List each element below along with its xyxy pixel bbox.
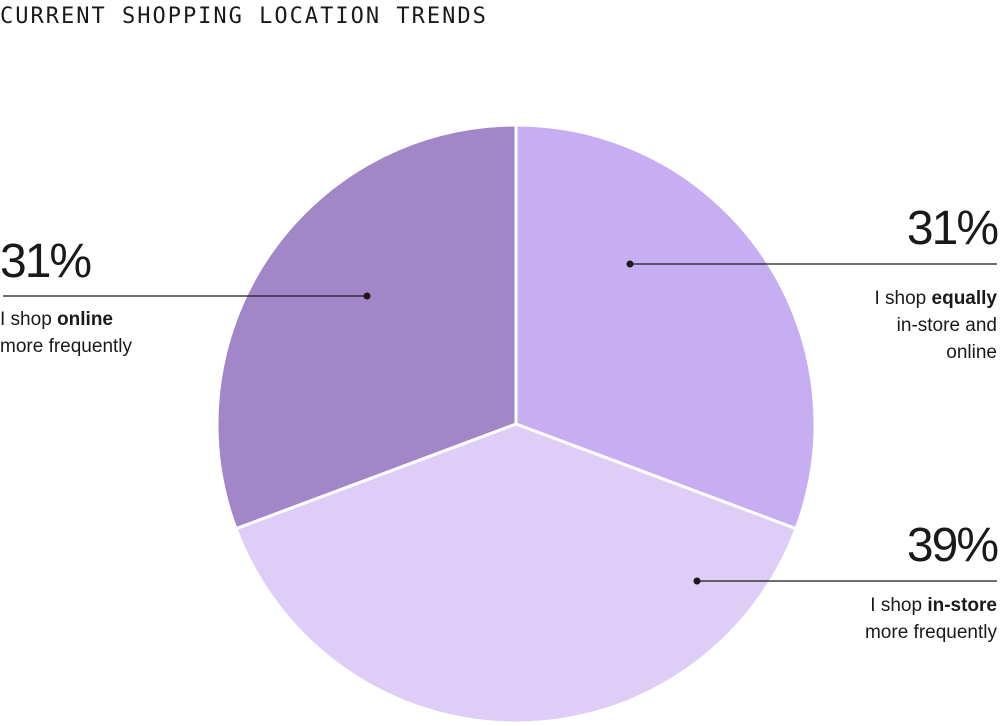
pie-slice-in-store bbox=[234, 422, 798, 725]
leader-dot-equally bbox=[626, 260, 634, 268]
leader-dot-online bbox=[363, 292, 371, 300]
chart-title: CURRENT SHOPPING LOCATION TRENDS bbox=[0, 4, 488, 29]
callout-in-store: 39% I shop in-store more frequently bbox=[864, 519, 999, 646]
slice-label-equally: 31% bbox=[906, 202, 999, 255]
slice-desc-online: I shop online more frequently bbox=[0, 309, 133, 357]
slice-desc-in-store: I shop in-store more frequently bbox=[864, 595, 997, 643]
pie-slice-equally bbox=[514, 123, 817, 531]
slice-desc-equally: I shop equally in-store and online bbox=[874, 288, 997, 363]
callout-online: 31% I shop online more frequently bbox=[0, 238, 132, 360]
slice-label-online: 31% bbox=[0, 235, 92, 288]
pie-slice-online bbox=[215, 123, 518, 531]
callout-equally: 31% I shop equally in-store and online bbox=[874, 202, 999, 366]
slice-label-in-store: 39% bbox=[906, 519, 999, 572]
leader-dot-in-store bbox=[693, 577, 701, 585]
